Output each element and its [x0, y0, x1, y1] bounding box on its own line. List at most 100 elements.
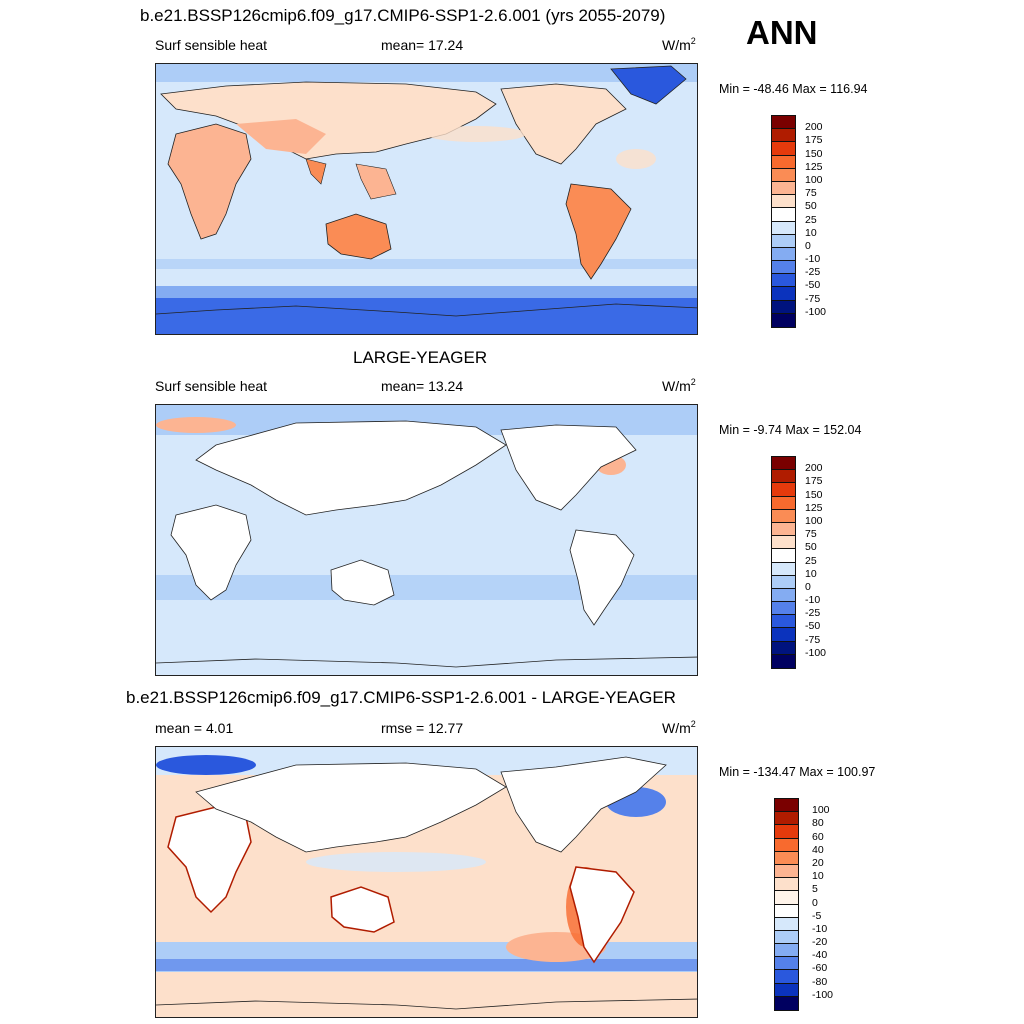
colorbar-tick-label: -80 — [812, 975, 828, 988]
colorbar-tick-label: -20 — [812, 936, 828, 949]
panel2-map — [155, 404, 698, 676]
colorbar-swatch — [775, 812, 798, 826]
colorbar-tick-label: 20 — [812, 856, 824, 869]
colorbar-tick-label: 50 — [805, 200, 817, 213]
colorbar-swatch — [772, 287, 795, 301]
colorbar-swatch — [775, 996, 798, 1010]
colorbar-tick-label: -50 — [805, 279, 821, 292]
colorbar-swatch — [772, 274, 795, 288]
panel3-mean-label: mean = 4.01 — [155, 720, 234, 736]
panel1-minmax: Min = -48.46 Max = 116.94 — [719, 82, 868, 96]
colorbar-tick-label: -10 — [812, 922, 828, 935]
colorbar-tick-label: -5 — [812, 909, 822, 922]
colorbar-swatch — [775, 878, 798, 892]
colorbar-tick-label: -40 — [812, 949, 828, 962]
panel1-title: b.e21.BSSP126cmip6.f09_g17.CMIP6-SSP1-2.… — [140, 6, 666, 25]
colorbar-tick-label: 200 — [805, 462, 823, 475]
colorbar-tick-label: 175 — [805, 134, 823, 147]
colorbar-tick-label: 75 — [805, 528, 817, 541]
colorbar-tick-label: -25 — [805, 266, 821, 279]
colorbar-tick-label: 10 — [805, 226, 817, 239]
colorbar-swatch — [772, 602, 795, 616]
colorbar-swatch — [775, 799, 798, 813]
colorbar-swatch — [772, 483, 795, 497]
colorbar-swatch — [775, 838, 798, 852]
colorbar-swatch — [772, 208, 795, 222]
colorbar-swatch — [772, 168, 795, 182]
colorbar-swatch — [772, 562, 795, 576]
colorbar-tick-label: 80 — [812, 817, 824, 830]
colorbar-tick-label: -25 — [805, 607, 821, 620]
colorbar-tick-label: 10 — [812, 870, 824, 883]
colorbar-swatch — [772, 116, 795, 130]
colorbar-swatch — [772, 195, 795, 209]
panel1-mean-label: mean= 17.24 — [381, 37, 464, 53]
colorbar-swatch — [772, 628, 795, 642]
panel2-mean-label: mean= 13.24 — [381, 378, 464, 394]
colorbar-tick-label: 100 — [812, 804, 830, 817]
colorbar-tick-label: 10 — [805, 567, 817, 580]
colorbar-swatch — [775, 904, 798, 918]
panel2-variable-label: Surf sensible heat — [155, 378, 268, 394]
colorbar-swatch — [772, 654, 795, 668]
colorbar-tick-label: 0 — [805, 239, 811, 252]
colorbar-tick-label: 5 — [812, 883, 818, 896]
colorbar-tick-label: 0 — [812, 896, 818, 909]
colorbar-tick-label: -10 — [805, 594, 821, 607]
colorbar-swatch — [775, 930, 798, 945]
colorbar-tick-label: 25 — [805, 554, 817, 567]
colorbar-swatch — [772, 509, 795, 523]
colorbar-swatch — [772, 261, 795, 275]
colorbar-swatch — [775, 825, 798, 839]
colorbar-swatch — [772, 300, 795, 314]
panel3-units: W/m2 — [662, 719, 696, 736]
panel1-variable-label: Surf sensible heat — [155, 37, 268, 53]
colorbar-tick-label: -60 — [812, 962, 828, 975]
colorbar-swatch — [772, 142, 795, 156]
panel3-minmax: Min = -134.47 Max = 100.97 — [719, 765, 876, 779]
colorbar-swatch — [772, 536, 795, 550]
colorbar-tick-label: 125 — [805, 160, 823, 173]
colorbar-swatch — [775, 957, 798, 971]
colorbar-tick-label: 175 — [805, 475, 823, 488]
panel1-colorbar — [771, 115, 796, 328]
panel1-units: W/m2 — [662, 36, 696, 53]
colorbar-swatch — [772, 457, 795, 471]
colorbar-swatch — [772, 313, 795, 327]
colorbar-swatch — [772, 247, 795, 262]
colorbar-tick-label: -100 — [812, 988, 834, 1001]
colorbar-swatch — [772, 181, 795, 196]
colorbar-swatch — [772, 496, 795, 510]
colorbar-tick-label: -100 — [805, 305, 827, 318]
colorbar-swatch — [775, 864, 798, 879]
colorbar-swatch — [772, 575, 795, 589]
colorbar-tick-label: 75 — [805, 187, 817, 200]
colorbar-tick-label: -100 — [805, 646, 827, 659]
panel3-title: b.e21.BSSP126cmip6.f09_g17.CMIP6-SSP1-2.… — [126, 688, 676, 707]
colorbar-swatch — [775, 983, 798, 997]
colorbar-tick-label: -75 — [805, 633, 821, 646]
colorbar-swatch — [775, 970, 798, 984]
colorbar-tick-label: 200 — [805, 121, 823, 134]
colorbar-tick-label: 100 — [805, 514, 823, 527]
colorbar-tick-label: 0 — [805, 580, 811, 593]
colorbar-swatch — [772, 129, 795, 143]
colorbar-tick-label: 40 — [812, 843, 824, 856]
colorbar-swatch — [775, 944, 798, 958]
panel3-colorbar — [774, 798, 799, 1011]
panel2-title: LARGE-YEAGER — [353, 348, 488, 367]
season-label: ANN — [746, 14, 818, 51]
colorbar-tick-label: 125 — [805, 501, 823, 514]
colorbar-tick-label: 60 — [812, 830, 824, 843]
colorbar-swatch — [775, 917, 798, 931]
colorbar-tick-label: -10 — [805, 253, 821, 266]
colorbar-swatch — [772, 221, 795, 235]
colorbar-swatch — [775, 891, 798, 905]
colorbar-tick-label: 100 — [805, 173, 823, 186]
panel2-minmax: Min = -9.74 Max = 152.04 — [719, 423, 862, 437]
panel2-colorbar — [771, 456, 796, 669]
colorbar-swatch — [772, 522, 795, 537]
colorbar-swatch — [772, 155, 795, 169]
panel3-rmse-label: rmse = 12.77 — [381, 720, 464, 736]
panel3-map — [155, 746, 698, 1018]
